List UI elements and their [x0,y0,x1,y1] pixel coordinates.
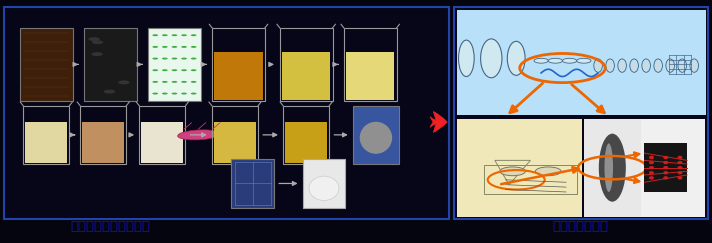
Text: 海藻纤维的制备: 海藻纤维的制备 [553,220,608,233]
Circle shape [548,58,562,63]
Circle shape [162,81,168,83]
Ellipse shape [606,59,614,72]
FancyBboxPatch shape [214,122,256,163]
FancyBboxPatch shape [584,119,641,217]
Ellipse shape [678,161,682,164]
FancyBboxPatch shape [644,143,687,192]
Ellipse shape [642,59,651,72]
Ellipse shape [649,156,654,159]
Circle shape [172,58,177,60]
FancyBboxPatch shape [457,119,582,217]
Circle shape [191,34,197,36]
Circle shape [152,69,158,71]
FancyBboxPatch shape [282,52,330,100]
FancyBboxPatch shape [231,159,274,208]
Circle shape [117,70,128,74]
Ellipse shape [178,130,219,140]
Circle shape [162,34,168,36]
Circle shape [191,81,197,83]
Circle shape [152,93,158,95]
Circle shape [152,46,158,48]
Circle shape [152,34,158,36]
Ellipse shape [678,59,686,72]
Circle shape [181,46,187,48]
FancyBboxPatch shape [20,28,73,101]
Circle shape [181,34,187,36]
Ellipse shape [507,41,525,75]
Ellipse shape [664,171,668,174]
FancyBboxPatch shape [84,28,137,101]
FancyBboxPatch shape [641,119,705,217]
Circle shape [562,58,577,63]
Circle shape [152,81,158,83]
Ellipse shape [459,40,474,77]
FancyBboxPatch shape [353,106,399,164]
FancyBboxPatch shape [303,159,345,208]
Circle shape [535,167,561,176]
Ellipse shape [618,59,627,72]
Ellipse shape [594,59,602,72]
Circle shape [162,69,168,71]
FancyBboxPatch shape [141,122,184,163]
Ellipse shape [664,176,668,180]
Circle shape [162,46,168,48]
Circle shape [181,69,187,71]
Ellipse shape [604,143,613,192]
Ellipse shape [649,176,654,180]
Ellipse shape [664,161,668,164]
Ellipse shape [360,122,392,154]
Ellipse shape [649,166,654,169]
Circle shape [191,93,197,95]
FancyBboxPatch shape [214,52,263,100]
Ellipse shape [309,176,339,200]
Circle shape [191,69,197,71]
Circle shape [534,58,548,63]
FancyBboxPatch shape [4,7,449,219]
Ellipse shape [666,59,674,72]
Circle shape [191,58,197,60]
Circle shape [172,46,177,48]
Circle shape [162,93,168,95]
Ellipse shape [599,134,626,202]
Circle shape [105,84,117,88]
Circle shape [181,93,187,95]
Circle shape [109,47,120,51]
Circle shape [191,46,197,48]
FancyBboxPatch shape [346,52,394,100]
Ellipse shape [690,59,698,72]
Circle shape [172,81,177,83]
Circle shape [500,167,525,176]
Ellipse shape [654,59,662,72]
Ellipse shape [678,176,682,180]
Circle shape [172,93,177,95]
Ellipse shape [630,59,639,72]
Ellipse shape [678,171,682,174]
FancyBboxPatch shape [82,122,124,163]
Text: 纤维级海藻酸钠的制备: 纤维级海藻酸钠的制备 [70,220,150,233]
Circle shape [152,58,158,60]
Circle shape [117,85,129,88]
Circle shape [181,81,187,83]
Ellipse shape [678,166,682,169]
Circle shape [162,58,168,60]
Circle shape [181,58,187,60]
Ellipse shape [678,156,682,159]
FancyBboxPatch shape [454,7,708,219]
Ellipse shape [664,166,668,169]
Ellipse shape [664,156,668,159]
Circle shape [577,58,591,63]
Circle shape [115,41,126,44]
Ellipse shape [649,171,654,174]
Ellipse shape [481,39,502,78]
Ellipse shape [649,161,654,164]
Circle shape [172,69,177,71]
FancyBboxPatch shape [285,122,327,163]
FancyBboxPatch shape [148,28,201,101]
FancyBboxPatch shape [26,122,67,163]
Circle shape [172,34,177,36]
FancyBboxPatch shape [457,10,706,115]
